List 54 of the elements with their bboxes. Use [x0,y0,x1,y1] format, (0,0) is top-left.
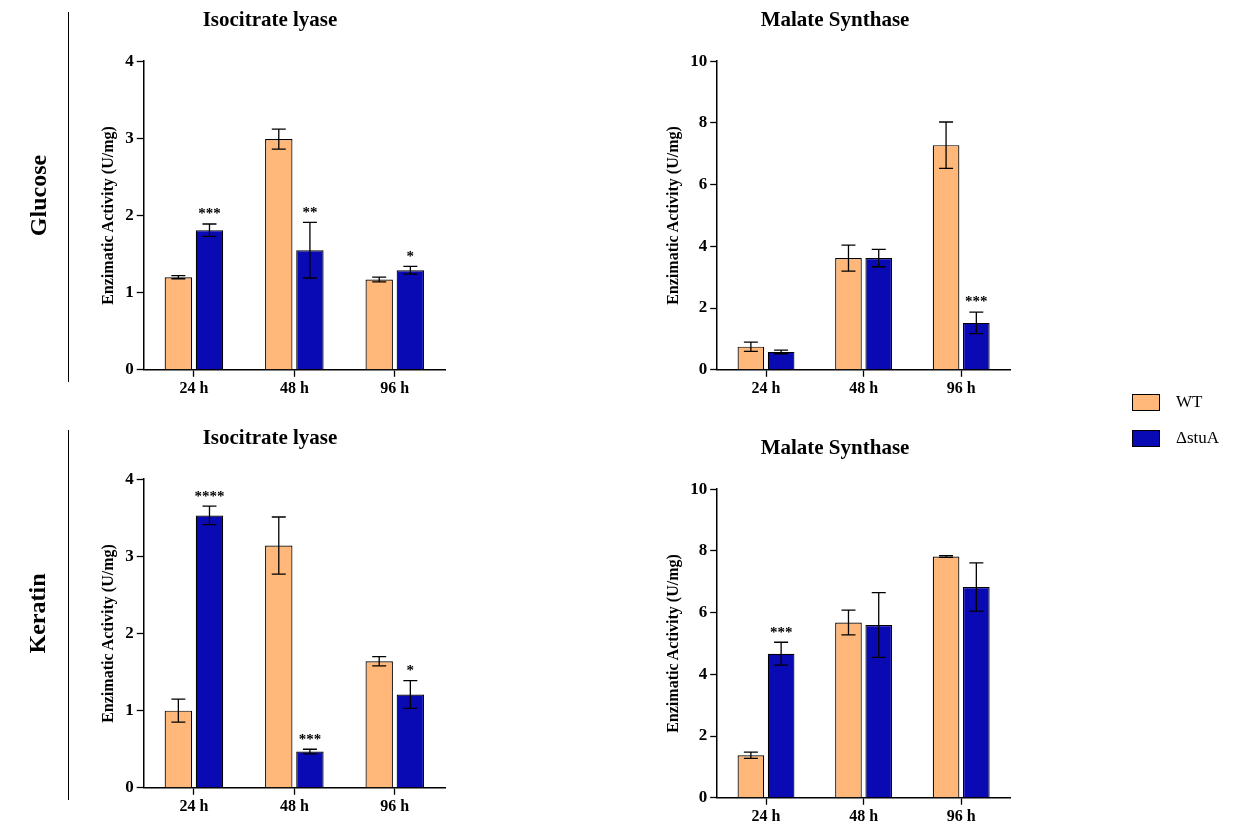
y-tick-label: 10 [690,50,708,70]
annotation: *** [198,205,221,222]
annotation: *** [298,730,322,747]
y-tick-label: 2 [125,622,134,642]
y-tick-label: 10 [690,478,708,498]
y-tick-label: 4 [698,235,708,255]
y-axis-title: Enzimatic Activity (U/mg) [663,126,682,305]
y-tick-label: 8 [698,112,708,132]
chart-title: Malate Synthase [760,435,910,460]
y-tick-label: 4 [125,50,135,70]
x-tick-label: 48 h [849,378,879,396]
x-tick-label: 96 h [380,796,410,814]
y-tick-label: 1 [125,282,134,302]
y-tick-label: 6 [698,174,708,194]
x-tick-label: 96 h [946,806,976,824]
x-tick-label: 96 h [380,378,410,396]
annotation: * [406,661,415,678]
x-tick-label: 24 h [751,378,781,396]
y-axis-title: Enzimatic Activity (U/mg) [98,126,117,305]
legend-label: ΔstuA [1176,428,1220,448]
y-tick-label: 3 [125,127,134,147]
chart-title: Malate Synthase [760,7,910,32]
y-tick-label: 0 [125,777,134,797]
x-tick-label: 48 h [279,796,309,814]
y-tick-label: 3 [125,545,134,565]
x-tick-label: 24 h [751,806,781,824]
chart-title: Isocitrate lyase [202,425,338,450]
y-tick-label: 0 [698,787,708,807]
y-tick-label: 8 [698,540,708,560]
x-tick-label: 48 h [279,378,309,396]
annotation: ** [302,203,318,220]
y-tick-label: 1 [125,700,134,720]
x-tick-label: 24 h [179,796,209,814]
y-tick-label: 0 [698,359,708,379]
x-tick-label: 48 h [849,806,879,824]
x-tick-label: 96 h [946,378,976,396]
annotation: *** [965,293,988,310]
y-tick-label: 2 [698,297,708,317]
y-tick-label: 2 [698,725,708,745]
text: Keratin [24,573,52,653]
y-tick-label: 2 [125,204,134,224]
y-tick-label: 4 [698,663,708,683]
legend-label: WT [1176,392,1203,412]
y-axis-title: Enzimatic Activity (U/mg) [98,544,117,723]
y-tick-label: 6 [698,602,708,622]
annotation: * [406,247,415,264]
text: Glucose [24,154,52,236]
y-tick-label: 0 [125,359,134,379]
y-tick-label: 4 [125,468,135,488]
x-tick-label: 24 h [179,378,209,396]
annotation: *** [769,623,793,640]
y-axis-title: Enzimatic Activity (U/mg) [663,554,682,733]
annotation: **** [194,487,225,504]
chart-title: Isocitrate lyase [202,7,338,32]
